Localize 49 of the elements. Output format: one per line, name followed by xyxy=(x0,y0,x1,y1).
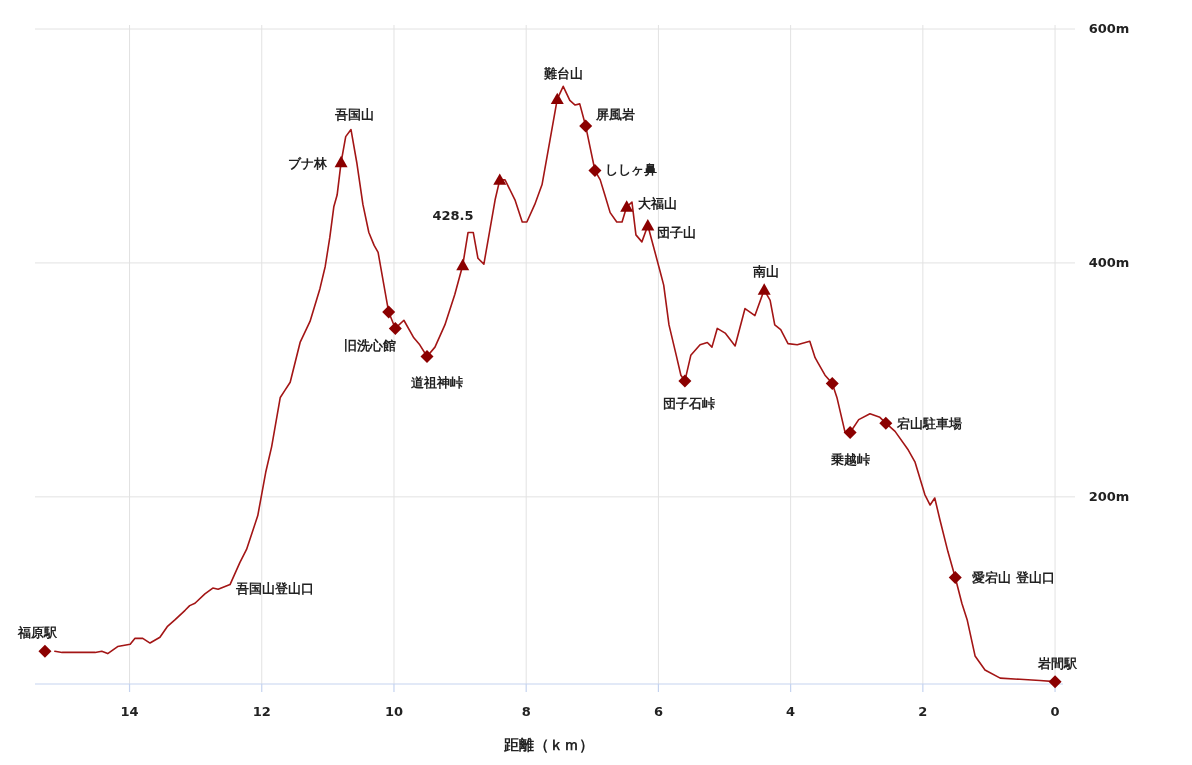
x-tick-label: 10 xyxy=(384,704,404,719)
annotation: 乗越峠 xyxy=(829,452,870,468)
annotation: 愛宕山 登山口 xyxy=(972,570,1055,586)
x-tick-label: 14 xyxy=(120,704,139,719)
x-tick-label: 6 xyxy=(653,704,663,719)
annotation: 吾国山登山口 xyxy=(235,581,315,597)
point xyxy=(757,283,771,295)
y-tick-label: 200m xyxy=(1088,488,1130,504)
point xyxy=(550,92,564,105)
x-tick-label: 4 xyxy=(786,704,796,719)
annotation: 南山 xyxy=(752,264,780,280)
annotation: 岩間駅 xyxy=(1036,656,1078,672)
y-tick-label: 400m xyxy=(1088,254,1130,270)
annotation: 団子石峠 xyxy=(662,395,715,411)
annotation: 団子山 xyxy=(656,225,696,240)
point xyxy=(948,571,962,585)
point xyxy=(1048,675,1062,689)
y-tick-label: 600m xyxy=(1088,21,1130,36)
point xyxy=(456,258,470,271)
point xyxy=(420,350,434,363)
annotation: 屏風岩 xyxy=(594,106,635,122)
point xyxy=(678,374,692,388)
point xyxy=(843,426,857,440)
annotation: 大福山 xyxy=(637,196,677,212)
point xyxy=(879,416,893,430)
point xyxy=(38,644,52,658)
annotation: 福原駅 xyxy=(17,624,59,640)
point xyxy=(825,376,839,390)
point xyxy=(382,305,396,319)
annotation: 宕山駐車場 xyxy=(895,415,962,431)
point xyxy=(620,200,634,212)
point xyxy=(334,155,348,168)
x-tick-label: 12 xyxy=(252,704,271,719)
point xyxy=(579,119,593,133)
annotation: ししヶ鼻 xyxy=(604,162,657,178)
point xyxy=(493,173,507,185)
annotation: 428.5 xyxy=(432,208,474,224)
point xyxy=(641,219,655,231)
annotation: 吾国山 xyxy=(333,107,374,123)
x-axis-title: 距離（ｋｍ） xyxy=(503,736,594,754)
x-tick-label: 8 xyxy=(521,704,531,719)
annotation: 旧洗心館 xyxy=(344,337,397,353)
x-tick-label: 0 xyxy=(1050,704,1060,719)
x-tick-label: 2 xyxy=(918,704,928,719)
point xyxy=(588,164,602,178)
annotation: 難台山 xyxy=(542,65,583,81)
point xyxy=(388,321,402,335)
annotation: ブナ林 xyxy=(288,155,329,171)
annotation: 道祖神峠 xyxy=(410,375,464,390)
